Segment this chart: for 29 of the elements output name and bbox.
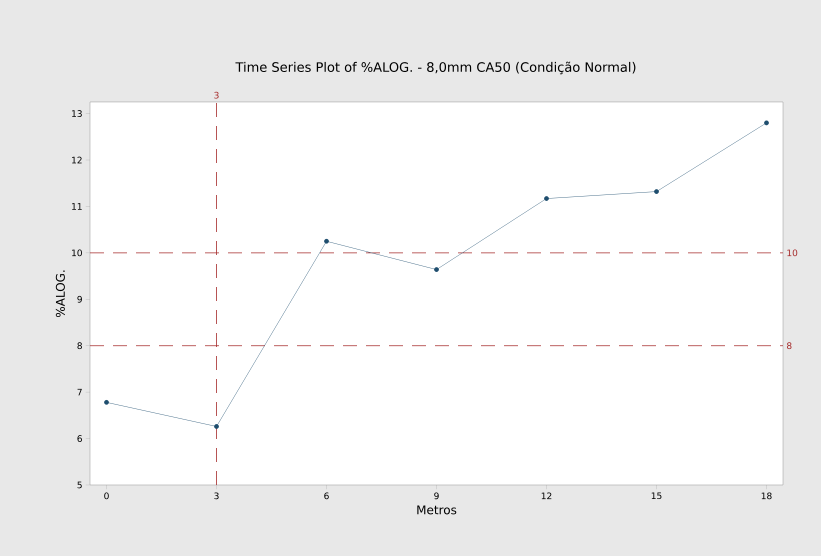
x-tick-label: 0: [104, 492, 109, 500]
point: [544, 196, 549, 201]
point: [104, 400, 109, 405]
y-tick-label: 13: [72, 110, 82, 117]
ref-line-label: 3: [214, 92, 219, 99]
y-tick-label: 7: [78, 388, 82, 396]
y-tick-label: 5: [78, 482, 82, 488]
x-tick-label: 12: [542, 492, 552, 500]
y-tick-label: 6: [77, 435, 82, 442]
y-tick-label: 10: [72, 249, 82, 256]
point: [434, 267, 439, 272]
chart-title: Time Series Plot of %ALOG. - 8,0mm CA50 (Condição Normal): [235, 62, 636, 74]
y-tick-label: 12: [72, 156, 82, 164]
x-tick-label: 3: [214, 492, 219, 500]
y-tick-label: 11: [72, 203, 82, 210]
x-axis-title: Metros: [417, 505, 456, 514]
y-tick-label: 9: [77, 296, 82, 303]
x-tick-label: 15: [652, 492, 662, 500]
x-tick-label: 9: [434, 492, 439, 500]
point: [764, 120, 769, 126]
point: [324, 238, 329, 244]
ref-line-label: 8: [787, 342, 792, 350]
x-tick-label: 18: [762, 492, 772, 500]
point: [214, 424, 219, 429]
ref-line-label: 10: [787, 249, 798, 256]
y-tick-label: 8: [77, 342, 82, 350]
x-tick-label: 6: [324, 492, 329, 500]
y-axis-title: %ALOG.: [56, 270, 65, 318]
point: [654, 189, 659, 194]
